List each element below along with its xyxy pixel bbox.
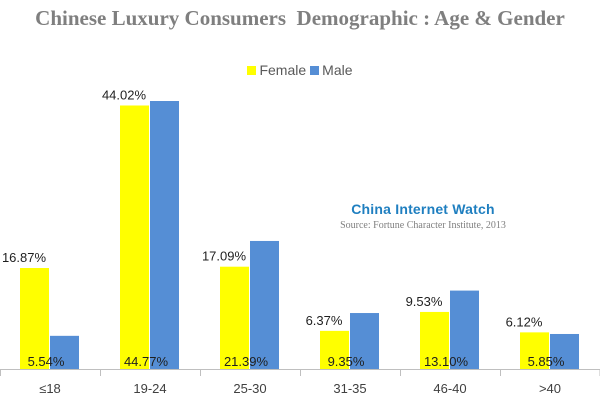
bar-male-4 <box>450 290 479 369</box>
value-label-female-0: 16.87% <box>2 250 47 265</box>
bar-female-3 <box>320 330 349 369</box>
bar-female-4 <box>420 311 449 369</box>
bar-female-0 <box>20 268 49 369</box>
watermark-source: Source: Fortune Character Institute, 201… <box>340 220 506 231</box>
value-label-male-1: 44.77% <box>124 354 169 369</box>
x-tick-label-4: 46-40 <box>433 381 466 396</box>
bar-female-2 <box>220 266 249 369</box>
value-label-male-5: 5.85% <box>528 354 565 369</box>
legend-swatch-female <box>247 65 257 75</box>
value-label-male-3: 9.35% <box>328 354 365 369</box>
legend-item-female: Female <box>247 62 306 78</box>
watermark-name: China Internet Watch <box>351 201 495 217</box>
x-tick-label-2: 25-30 <box>233 381 266 396</box>
legend-label-male: Male <box>322 62 353 78</box>
value-label-male-2: 21.39% <box>224 354 269 369</box>
x-tick-label-5: >40 <box>539 381 561 396</box>
value-label-female-5: 6.12% <box>506 314 543 329</box>
bar-male-5 <box>550 333 579 369</box>
legend-item-male: Male <box>310 62 353 78</box>
bar-male-2 <box>250 240 279 369</box>
x-tick-label-1: 19-24 <box>133 381 166 396</box>
legend: Female Male <box>0 62 600 78</box>
bar-female-5 <box>520 332 549 369</box>
chart-title: Chinese Luxury Consumers Demographic : A… <box>35 6 565 30</box>
bar-male-1 <box>150 101 179 369</box>
value-label-female-2: 17.09% <box>202 249 247 264</box>
value-label-female-1: 44.02% <box>102 87 147 102</box>
x-tick-label-0: ≤18 <box>39 381 61 396</box>
value-label-male-4: 13.10% <box>424 354 469 369</box>
legend-label-female: Female <box>259 62 307 78</box>
bar-female-1 <box>120 105 149 369</box>
value-label-female-3: 6.37% <box>306 313 343 328</box>
bar-male-0 <box>50 335 79 369</box>
legend-swatch-male <box>310 65 320 75</box>
bar-male-3 <box>350 313 379 369</box>
value-label-male-0: 5.54% <box>28 354 65 369</box>
value-label-female-4: 9.53% <box>406 294 443 309</box>
x-tick-label-3: 31-35 <box>333 381 366 396</box>
watermark: China Internet Watch Source: Fortune Cha… <box>308 201 538 231</box>
